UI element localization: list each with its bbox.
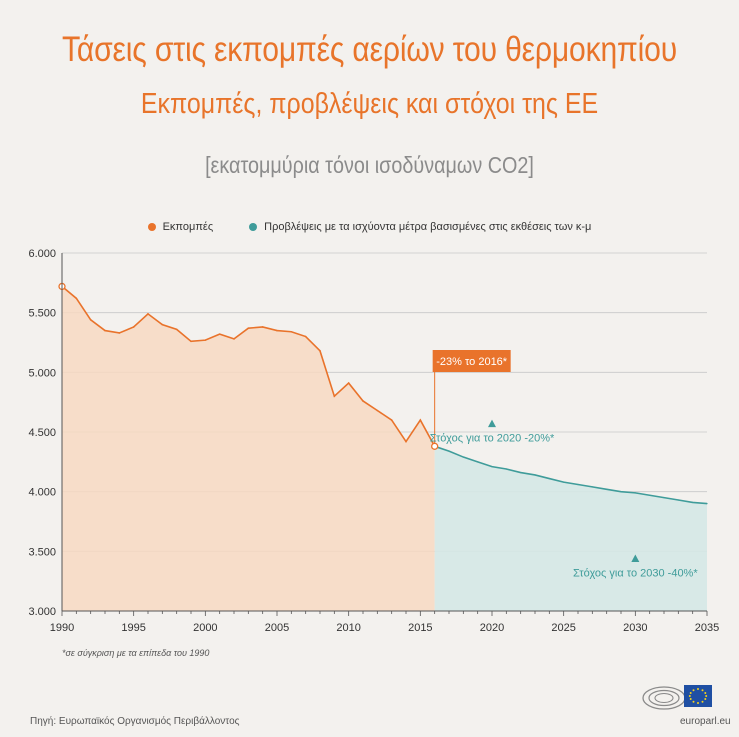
projections-point xyxy=(591,486,593,488)
callout-marker xyxy=(431,442,439,450)
target-label: Στόχος για το 2020 -20%* xyxy=(430,433,555,445)
projections-point xyxy=(649,494,651,496)
europarl-link[interactable]: europarl.eu xyxy=(680,716,731,727)
callout-box xyxy=(432,350,511,372)
target-label: Στόχος για το 2030 -40%* xyxy=(573,567,698,579)
x-tick-label: 2035 xyxy=(695,622,719,634)
emissions-point xyxy=(261,326,264,328)
y-tick-label: 4.000 xyxy=(28,487,56,499)
emissions-point xyxy=(290,330,293,333)
projections-point xyxy=(477,461,479,463)
emissions-point xyxy=(376,409,379,412)
emissions-point xyxy=(132,326,135,328)
x-tick-label: 2015 xyxy=(408,622,432,634)
emissions-point xyxy=(390,419,393,421)
projections-point xyxy=(577,483,579,486)
emissions-point xyxy=(204,339,207,341)
y-tick-label: 6.000 xyxy=(28,248,56,260)
emissions-point xyxy=(233,338,235,340)
projections-point xyxy=(663,497,665,499)
x-tick-label: 2020 xyxy=(480,622,504,634)
footnote: *σε σύγκριση με τα επίπεδα του 1990 xyxy=(62,648,210,658)
emissions-point xyxy=(104,329,106,332)
emissions-point xyxy=(118,332,121,334)
emissions-point xyxy=(405,440,407,443)
x-tick-label: 1990 xyxy=(50,622,74,634)
legend-label-projections: Προβλέψεις με τα ισχύοντα μέτρα βασισμέν… xyxy=(264,221,592,233)
projections-point xyxy=(677,499,679,501)
projections-area xyxy=(434,446,707,611)
projections-point xyxy=(634,492,636,494)
emissions-point xyxy=(347,382,350,384)
x-tick-label: 2010 xyxy=(336,622,360,634)
projections-point xyxy=(548,477,550,480)
emissions-point xyxy=(175,328,178,331)
x-tick-label: 2000 xyxy=(193,622,217,634)
emissions-point xyxy=(247,327,250,329)
projections-point xyxy=(706,503,708,505)
chart-title: Τάσεις στις εκπομπές αερίων του θερμοκηπ… xyxy=(61,30,677,69)
emissions-point xyxy=(75,297,78,300)
emissions-area xyxy=(62,286,435,611)
projections-line xyxy=(434,445,708,505)
projections-point xyxy=(491,466,493,468)
emissions-point xyxy=(190,340,192,343)
y-tick-label: 5.000 xyxy=(28,367,56,379)
european-parliament-logo xyxy=(642,685,712,710)
legend-item-emissions: Εκπομπές xyxy=(147,221,214,233)
legend-dot-emissions xyxy=(147,223,156,231)
emissions-point xyxy=(147,313,149,315)
projections-point xyxy=(520,471,522,474)
legend: Εκπομπές Προβλέψεις με τα ισχύοντα μέτρα… xyxy=(0,221,739,233)
emissions-point xyxy=(419,419,422,421)
projections-point xyxy=(606,488,608,490)
legend-dot-projections xyxy=(249,223,258,231)
emissions-point xyxy=(161,323,164,326)
x-tick-label: 2025 xyxy=(551,622,575,634)
target-marker xyxy=(488,419,496,428)
projections-point xyxy=(505,468,507,470)
chart-subtitle: Εκπομπές, προβλέψεις και στόχοι της ΕΕ xyxy=(140,88,599,120)
projections-point xyxy=(692,501,694,504)
unit-label: [εκατομμύρια τόνοι ισοδύναμων CO2] xyxy=(205,152,534,178)
projections-point xyxy=(462,456,464,458)
callout-label: -23% το 2016* xyxy=(436,356,508,368)
y-tick-label: 3.500 xyxy=(28,546,56,558)
projections-point xyxy=(534,474,536,476)
emissions-chart: 3.000 3.500 4.000 4.500 5.000 5.500 6.000 1990 1… xyxy=(28,248,719,634)
legend-item-projections: Προβλέψεις με τα ισχύοντα μέτρα βασισμέν… xyxy=(249,221,591,233)
x-tick-label: 2030 xyxy=(623,622,647,634)
projections-point xyxy=(563,481,565,483)
y-tick-label: 3.000 xyxy=(28,606,56,618)
y-tick-label: 4.500 xyxy=(28,427,56,439)
emissions-point xyxy=(218,333,221,335)
x-tick-label: 1995 xyxy=(121,622,145,634)
projections-point xyxy=(448,450,450,452)
emissions-point xyxy=(304,335,307,338)
x-tick-label: 2005 xyxy=(265,622,289,634)
emissions-point xyxy=(89,319,92,321)
emissions-point xyxy=(319,350,321,352)
emissions-point xyxy=(362,400,364,402)
emissions-point xyxy=(276,329,278,332)
y-tick-label: 5.500 xyxy=(28,308,56,320)
source-text: Πηγή: Ευρωπαϊκός Οργανισμός Περιβάλλοντο… xyxy=(30,716,240,727)
legend-label-emissions: Εκπομπές xyxy=(162,221,214,233)
target-marker xyxy=(631,554,640,562)
emissions-point xyxy=(333,395,336,397)
projections-point xyxy=(620,491,622,493)
